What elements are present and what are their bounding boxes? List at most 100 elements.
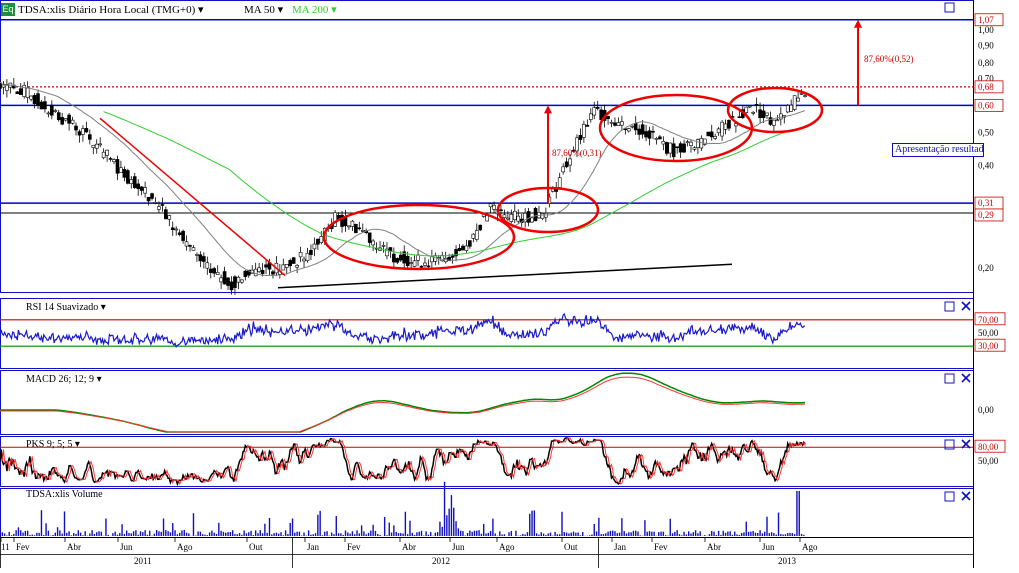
- volume-bar: [575, 533, 576, 536]
- chevron-down-icon[interactable]: ▾: [101, 302, 106, 313]
- volume-bar: [471, 532, 472, 536]
- volume-bar: [257, 533, 258, 536]
- candle-body: [230, 282, 233, 290]
- rsi-label: RSI 14 Suavizado: [26, 302, 98, 313]
- macd-label: MACD 26; 12; 9: [26, 374, 94, 385]
- symbol-badge[interactable]: Eq: [1, 3, 15, 16]
- volume-bar: [85, 531, 86, 536]
- candle-body: [620, 122, 623, 126]
- volume-bar: [409, 521, 410, 536]
- candle-body: [88, 135, 91, 140]
- volume-bar: [114, 532, 115, 536]
- chevron-down-icon[interactable]: ▾: [97, 374, 102, 385]
- ma200-toggle[interactable]: MA 200 ▾: [292, 3, 337, 16]
- candle-body: [382, 245, 385, 246]
- volume-panel-title[interactable]: TDSA:xlis Volume: [26, 489, 103, 500]
- volume-bar: [623, 531, 624, 536]
- volume-bar: [644, 520, 645, 536]
- volume-bar: [216, 534, 217, 536]
- volume-bar: [428, 535, 429, 536]
- volume-bar: [524, 534, 525, 536]
- volume-bar: [453, 508, 454, 536]
- chevron-down-icon[interactable]: ▾: [278, 4, 284, 16]
- chevron-down-icon[interactable]: ▾: [331, 4, 337, 16]
- price-tick-label: 1,07: [978, 15, 994, 25]
- volume-bar: [637, 532, 638, 536]
- candle-body: [776, 120, 779, 121]
- volume-bar: [690, 534, 691, 536]
- volume-bar: [460, 531, 461, 536]
- candle-body: [289, 260, 292, 265]
- candle-body: [607, 116, 610, 118]
- candle-body: [658, 137, 661, 139]
- candle-body: [461, 246, 464, 250]
- volume-bar: [262, 533, 263, 536]
- chevron-down-icon[interactable]: ▾: [198, 4, 204, 16]
- candle-body: [68, 115, 71, 123]
- volume-bar: [713, 532, 714, 536]
- volume-bar: [780, 534, 781, 536]
- panel-frame-4: [1, 489, 974, 538]
- candle-body: [714, 136, 717, 138]
- volume-bar: [174, 530, 175, 536]
- candle-body: [168, 216, 171, 220]
- volume-bar: [172, 523, 173, 536]
- volume-bar: [260, 530, 261, 536]
- volume-bar: [96, 532, 97, 536]
- year-label: 2012: [432, 556, 450, 566]
- volume-bar: [246, 533, 247, 536]
- volume-bar: [128, 533, 129, 536]
- volume-bar: [465, 535, 466, 536]
- volume-bar: [716, 535, 717, 536]
- volume-bar: [437, 532, 438, 536]
- volume-bar: [681, 535, 682, 536]
- volume-bar: [630, 532, 631, 536]
- pks-panel-title[interactable]: PKS 9; 5; 5 ▾: [26, 439, 80, 450]
- macd-panel-title[interactable]: MACD 26; 12; 9 ▾: [26, 374, 102, 385]
- volume-bar: [211, 531, 212, 536]
- volume-bar: [686, 534, 687, 536]
- volume-bar: [20, 530, 21, 536]
- volume-bar: [531, 511, 532, 536]
- volume-bar: [11, 535, 12, 536]
- ma50-toggle[interactable]: MA 50 ▾: [244, 3, 283, 16]
- volume-bar: [292, 519, 293, 536]
- volume-bar: [571, 533, 572, 536]
- volume-bar: [121, 524, 122, 536]
- candle-body: [707, 132, 710, 136]
- volume-bar: [628, 532, 629, 536]
- volume-bar: [481, 534, 482, 536]
- volume-bar: [771, 532, 772, 536]
- candle-body: [610, 122, 613, 123]
- rsi-tick-label: 30,00: [978, 341, 999, 351]
- annotation-note-box[interactable]: Apresentação resultados: [892, 143, 984, 157]
- volume-bar: [18, 527, 19, 536]
- volume-bar: [186, 533, 187, 536]
- candle-body: [261, 270, 264, 274]
- candle-body: [493, 205, 496, 209]
- volume-bar: [476, 531, 477, 536]
- volume-bar: [766, 517, 767, 536]
- candle-body: [309, 250, 312, 254]
- volume-bar: [315, 533, 316, 536]
- volume-bar: [543, 534, 544, 536]
- volume-bar: [612, 531, 613, 536]
- volume-bar: [285, 530, 286, 536]
- x-tick-label: Ago: [499, 542, 515, 552]
- candle-body: [541, 213, 544, 218]
- candle-body: [517, 216, 520, 221]
- rsi-panel-title[interactable]: RSI 14 Suavizado ▾: [26, 302, 106, 313]
- candle-body: [209, 269, 212, 273]
- volume-bar: [711, 531, 712, 536]
- candle-body: [717, 129, 720, 133]
- volume-bar: [170, 532, 171, 536]
- candle-body: [589, 114, 592, 120]
- volume-bar: [660, 532, 661, 536]
- symbol-title[interactable]: TDSA:xlis Diário Hora Local (TMG+0) ▾: [18, 3, 204, 16]
- volume-bar: [336, 516, 337, 536]
- chevron-down-icon[interactable]: ▾: [75, 439, 80, 450]
- volume-bar: [508, 532, 509, 536]
- candle-body: [213, 268, 216, 273]
- candle-body: [99, 144, 102, 145]
